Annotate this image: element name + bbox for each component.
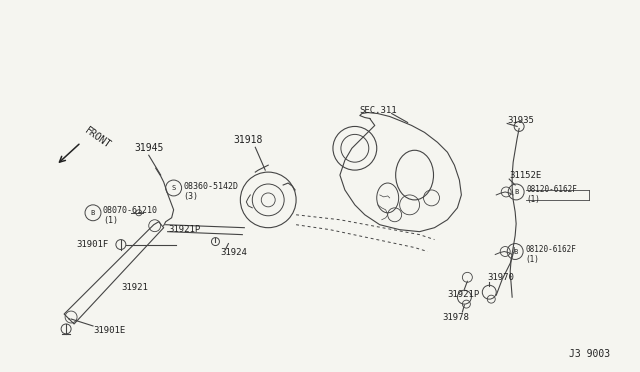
Text: 08070-61210: 08070-61210 <box>103 206 158 215</box>
Text: 08120-6162F: 08120-6162F <box>526 186 577 195</box>
Text: (1): (1) <box>103 216 118 225</box>
Text: 31921P: 31921P <box>169 225 201 234</box>
Text: 08360-5142D: 08360-5142D <box>184 183 239 192</box>
Text: 31921: 31921 <box>121 283 148 292</box>
Text: B: B <box>91 210 95 216</box>
Text: 31970: 31970 <box>487 273 514 282</box>
Text: 31924: 31924 <box>220 248 247 257</box>
Text: B: B <box>514 189 518 195</box>
Text: S: S <box>172 185 176 191</box>
Text: B: B <box>513 248 517 254</box>
Text: SEC.311: SEC.311 <box>359 106 397 115</box>
Text: 31978: 31978 <box>442 312 469 321</box>
Text: FRONT: FRONT <box>83 126 113 151</box>
Text: 31935: 31935 <box>507 116 534 125</box>
Text: 31945: 31945 <box>134 143 163 153</box>
Text: (3): (3) <box>184 192 198 201</box>
Text: 08120-6162F: 08120-6162F <box>525 245 576 254</box>
Text: 31152E: 31152E <box>509 171 541 180</box>
Text: 31918: 31918 <box>234 135 263 145</box>
Text: (1): (1) <box>526 195 540 204</box>
Text: 31901E: 31901E <box>93 326 125 336</box>
Text: J3 9003: J3 9003 <box>569 349 610 359</box>
Text: (1): (1) <box>525 255 539 264</box>
Text: 31921P: 31921P <box>447 290 480 299</box>
Text: 31901F: 31901F <box>76 240 108 249</box>
